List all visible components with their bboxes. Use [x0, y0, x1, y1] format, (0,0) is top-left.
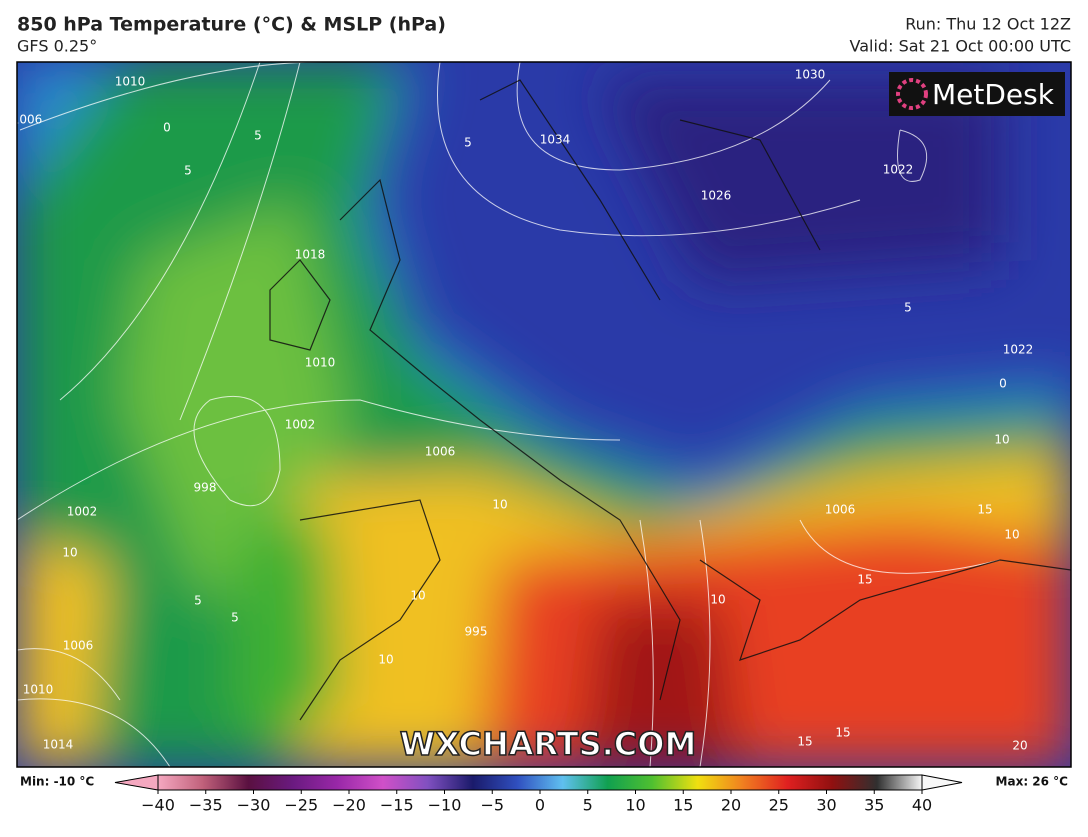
- colorbar-tick-label: 0: [535, 796, 545, 815]
- contour-label: 1002: [285, 418, 316, 432]
- colorbar-segment: [382, 775, 429, 790]
- colorbar: −40 −35 −30 −25 −20 −15 −10 −5 0 5 10 15 20 25 30 35 40: [114, 774, 963, 815]
- contour-label: 1022: [1003, 343, 1034, 357]
- contour-label: 10: [710, 593, 725, 607]
- colorbar-segment: [427, 775, 474, 790]
- colorbar-segment: [742, 775, 788, 790]
- colorbar-tick-label: 10: [625, 796, 645, 815]
- colorbar-segment: [877, 775, 923, 790]
- contour-label: 1010: [305, 356, 336, 370]
- contour-label: 1006: [425, 445, 456, 459]
- contour-label: 5: [254, 129, 262, 143]
- colorbar-tick-label: −40: [141, 796, 175, 815]
- colorbar-segment: [562, 775, 608, 790]
- contour-label: 1022: [883, 163, 914, 177]
- logo: MetDesk: [932, 78, 1055, 111]
- contour-label: 10: [492, 498, 507, 512]
- title: 850 hPa Temperature (°C) & MSLP (hPa): [17, 14, 446, 36]
- contour-label: 1006: [12, 113, 43, 127]
- contour-label: 5: [904, 301, 912, 315]
- map-frame: [16, 61, 1072, 768]
- colorbar-tick-label: 40: [912, 796, 932, 815]
- contour-label: 15: [835, 726, 850, 740]
- contour-label: 5: [184, 164, 192, 178]
- contour-label: 1014: [43, 738, 74, 752]
- colorbar-segment: [202, 775, 249, 790]
- colorbar-tick-label: 20: [721, 796, 741, 815]
- min-label: Min: -10 °C: [20, 775, 94, 789]
- contour-label: 5: [194, 594, 202, 608]
- colorbar-segment: [472, 775, 519, 790]
- colorbar-segment: [652, 775, 698, 790]
- contour-label: 995: [465, 625, 488, 639]
- colorbar-tick-label: −25: [284, 796, 318, 815]
- contour-labels: 1010100605510181010100299810061002105510…: [12, 68, 1034, 753]
- colorbar-segment: [158, 775, 204, 790]
- contour-label: 10: [62, 546, 77, 560]
- colorbar-segment: [832, 775, 878, 790]
- colorbar-segment: [247, 775, 294, 790]
- model: GFS 0.25°: [17, 37, 97, 56]
- contour-label: 1006: [63, 639, 94, 653]
- colorbar-tick-label: −15: [380, 796, 414, 815]
- max-label: Max: 26 °C: [996, 775, 1069, 789]
- valid: Valid: Sat 21 Oct 00:00 UTC: [850, 37, 1071, 56]
- contour-label: 5: [464, 136, 472, 150]
- contour-label: 1006: [825, 503, 856, 517]
- run: Run: Thu 12 Oct 12Z: [905, 15, 1071, 34]
- contour-label: 10: [410, 589, 425, 603]
- colorbar-tick-label: −10: [428, 796, 462, 815]
- colorbar-tick-label: 30: [816, 796, 836, 815]
- colorbar-segment: [607, 775, 653, 790]
- colorbar-segment: [697, 775, 743, 790]
- contour-label: 1030: [795, 68, 826, 82]
- contour-label: 20: [1012, 739, 1027, 753]
- colorbar-high-arrow: [921, 774, 963, 791]
- contour-label: 10: [1004, 528, 1019, 542]
- colorbar-tick-label: −5: [480, 796, 504, 815]
- colorbar-segment: [337, 775, 384, 790]
- colorbar-tick-label: 15: [673, 796, 693, 815]
- contour-label: 5: [231, 611, 239, 625]
- colorbar-tick-label: 35: [864, 796, 884, 815]
- contour-label: 15: [857, 573, 872, 587]
- watermark: WXCHARTS.COM: [400, 725, 697, 763]
- colorbar-segment: [292, 775, 339, 790]
- colorbar-tick-label: 5: [583, 796, 593, 815]
- contour-label: 1010: [23, 683, 54, 697]
- colorbar-segment: [517, 775, 563, 790]
- contour-label: 1002: [67, 505, 98, 519]
- colorbar-tick-label: −30: [237, 796, 271, 815]
- contour-label: 998: [194, 481, 217, 495]
- contour-label: 10: [994, 433, 1009, 447]
- contour-label: 10: [378, 653, 393, 667]
- contour-label: 1026: [701, 189, 732, 203]
- map: MetDesk WXCHARTS.COM 1010100605510181010…: [12, 62, 1071, 767]
- colorbar-tick-label: −20: [332, 796, 366, 815]
- colorbar-tick-label: 25: [769, 796, 789, 815]
- contour-label: 15: [797, 735, 812, 749]
- contour-label: 1018: [295, 248, 326, 262]
- contour-label: 15: [977, 503, 992, 517]
- colorbar-low-arrow: [114, 774, 159, 791]
- colorbar-segment: [787, 775, 833, 790]
- contour-label: 0: [163, 121, 171, 135]
- contour-label: 0: [999, 377, 1007, 391]
- contour-label: 1034: [540, 133, 571, 147]
- colorbar-tick-label: −35: [189, 796, 223, 815]
- contour-label: 1010: [115, 75, 146, 89]
